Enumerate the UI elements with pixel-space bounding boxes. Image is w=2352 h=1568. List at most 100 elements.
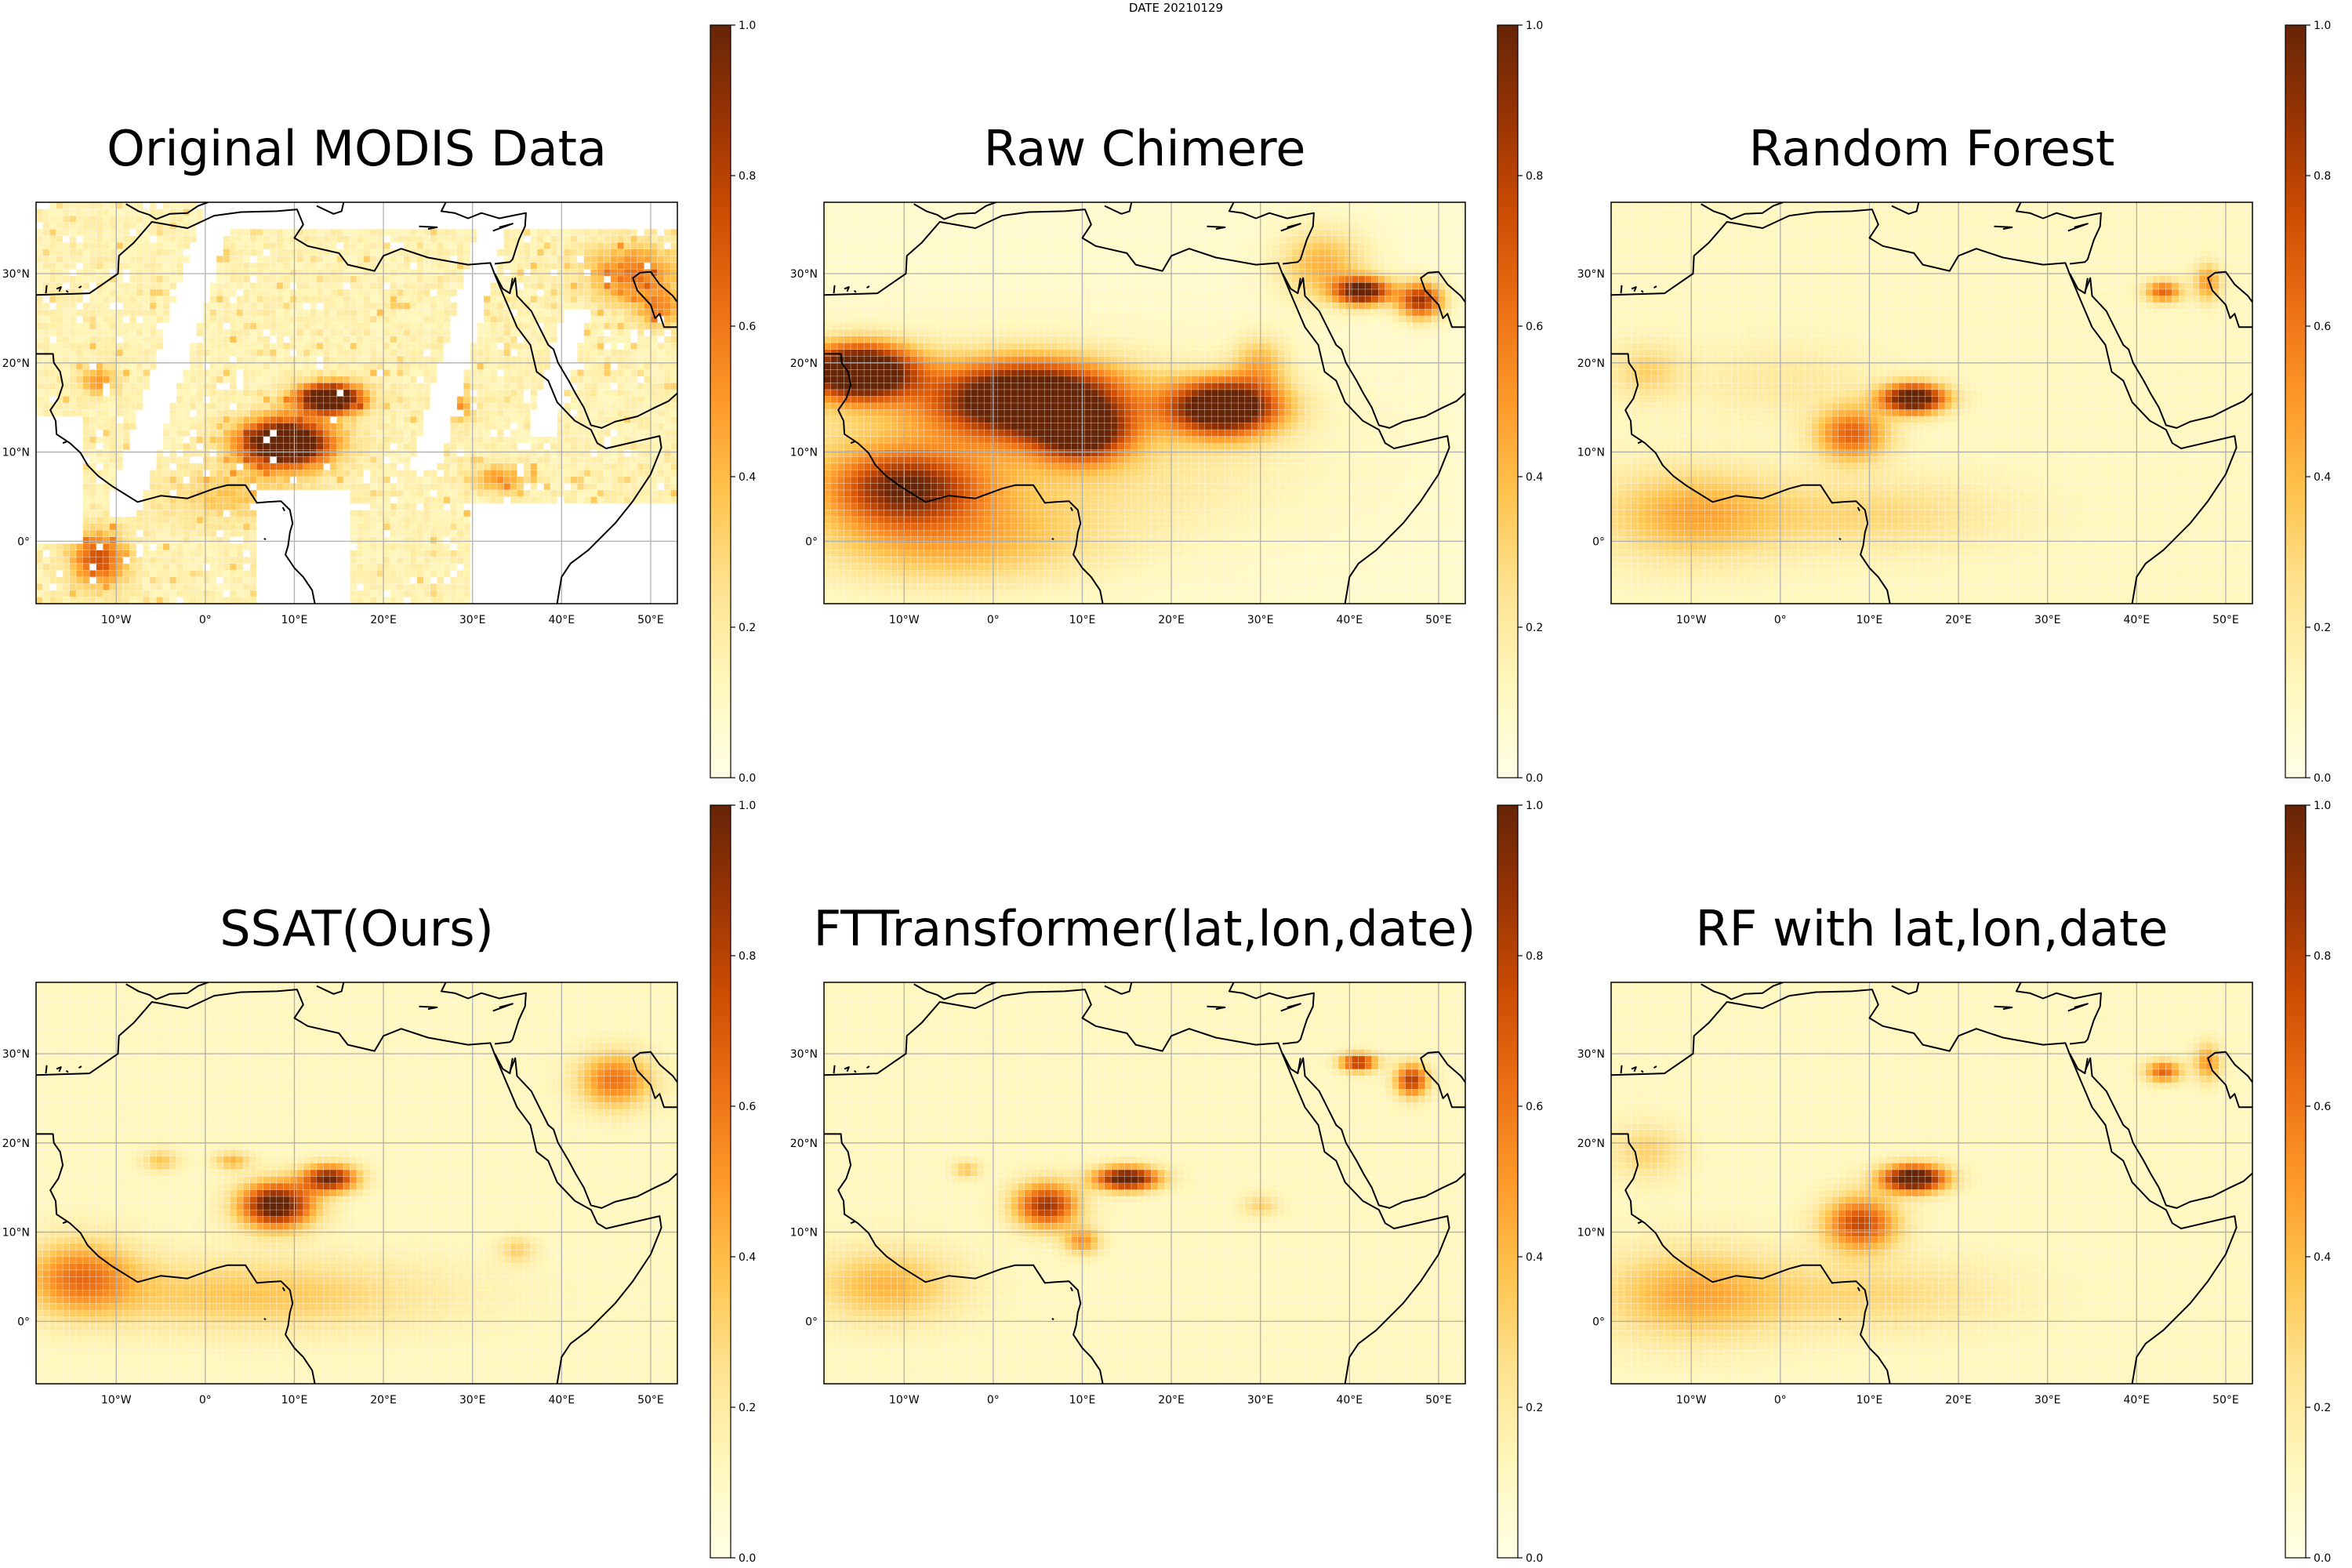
x-tick-label: 30°E bbox=[2034, 614, 2061, 626]
y-tick-label: 0° bbox=[1592, 535, 1605, 548]
panel-title: SSAT(Ours) bbox=[4, 902, 710, 956]
colorbar-tick-label: 0.8 bbox=[2314, 950, 2331, 963]
y-tick-label: 0° bbox=[805, 535, 818, 548]
x-tick-label: 30°E bbox=[459, 614, 486, 626]
coastlines bbox=[1611, 202, 2252, 604]
y-tick-label: 10°N bbox=[1577, 1227, 1605, 1240]
x-tick-label: 40°E bbox=[548, 1394, 575, 1406]
x-tick-label: 30°E bbox=[1247, 1394, 1274, 1406]
colorbar-tick-label: 1.0 bbox=[739, 800, 756, 812]
map-ftt: 10°W 0° 10°E 20°E 30°E 40°E 50°E 0° 10°N 20°N 30°N bbox=[790, 982, 1466, 1406]
x-tick-label: 50°E bbox=[2212, 1394, 2239, 1406]
graticule bbox=[1611, 982, 2252, 1384]
graticule bbox=[36, 202, 677, 604]
panel-title: Random Forest bbox=[1579, 122, 2285, 176]
colorbar-tick-label: 0.4 bbox=[2314, 471, 2331, 484]
colorbar-gradient bbox=[710, 24, 731, 779]
x-tick-label: 40°E bbox=[1336, 614, 1363, 626]
graticule bbox=[36, 982, 677, 1384]
colorbar-gradient bbox=[1497, 24, 1519, 779]
colorbar-tick-label: 1.0 bbox=[739, 20, 756, 32]
x-tick-label: 10°W bbox=[1676, 614, 1707, 626]
colorbar: 0.0 0.2 0.4 0.6 0.8 1.0 bbox=[710, 800, 756, 1565]
colorbar: 0.0 0.2 0.4 0.6 0.8 1.0 bbox=[1497, 20, 1543, 785]
x-tick-label: 20°E bbox=[1945, 1394, 1972, 1406]
y-tick-label: 30°N bbox=[2, 1048, 30, 1061]
colorbar-tick-label: 0.0 bbox=[2314, 772, 2331, 785]
colorbar-tick-label: 1.0 bbox=[2314, 20, 2331, 32]
x-tick-label: 0° bbox=[1774, 1394, 1787, 1406]
map-rf: 10°W 0° 10°E 20°E 30°E 40°E 50°E 0° 10°N 20°N 30°N bbox=[1577, 201, 2253, 626]
colorbar-tick-label: 0.0 bbox=[1526, 772, 1543, 785]
colorbar-gradient bbox=[1497, 804, 1519, 1559]
y-tick-label: 20°N bbox=[2, 1138, 30, 1150]
x-tick-label: 0° bbox=[987, 614, 1000, 626]
y-tick-label: 10°N bbox=[1577, 447, 1605, 459]
x-tick-label: 10°E bbox=[281, 614, 308, 626]
x-tick-label: 10°E bbox=[1857, 614, 1883, 626]
coastlines bbox=[824, 202, 1465, 604]
colorbar-tick-label: 0.4 bbox=[739, 1251, 756, 1264]
x-tick-label: 10°W bbox=[101, 614, 132, 626]
colorbar-tick-label: 0.4 bbox=[1526, 471, 1543, 484]
colorbar-gradient bbox=[2285, 24, 2307, 779]
y-tick-label: 0° bbox=[17, 535, 30, 548]
y-tick-label: 0° bbox=[17, 1316, 30, 1328]
y-tick-label: 10°N bbox=[790, 447, 818, 459]
x-tick-label: 20°E bbox=[1945, 614, 1972, 626]
x-tick-label: 10°E bbox=[1857, 1394, 1883, 1406]
x-tick-label: 0° bbox=[1774, 614, 1787, 626]
y-tick-label: 20°N bbox=[1577, 358, 1605, 370]
x-tick-label: 0° bbox=[987, 1394, 1000, 1406]
colorbar-tick-label: 0.6 bbox=[1526, 321, 1543, 333]
y-tick-label: 30°N bbox=[790, 1048, 818, 1061]
y-tick-label: 30°N bbox=[1577, 1048, 1605, 1061]
coastlines bbox=[1611, 982, 2252, 1384]
x-tick-label: 10°W bbox=[1676, 1394, 1707, 1406]
colorbar-tick-label: 0.8 bbox=[739, 950, 756, 963]
y-tick-label: 30°N bbox=[2, 268, 30, 281]
x-tick-label: 40°E bbox=[2123, 1394, 2150, 1406]
colorbar-tick-label: 0.4 bbox=[2314, 1251, 2331, 1264]
colorbar-tick-label: 0.4 bbox=[1526, 1251, 1543, 1264]
coastlines bbox=[36, 982, 677, 1384]
colorbar-tick-label: 1.0 bbox=[1526, 20, 1543, 32]
colorbar-gradient bbox=[2285, 804, 2307, 1559]
colorbar-tick-label: 0.6 bbox=[2314, 321, 2331, 333]
x-tick-label: 10°E bbox=[281, 1394, 308, 1406]
x-tick-label: 10°E bbox=[1069, 1394, 1096, 1406]
colorbar-tick-label: 0.8 bbox=[1526, 170, 1543, 183]
y-tick-label: 10°N bbox=[2, 447, 30, 459]
x-tick-label: 10°W bbox=[889, 1394, 920, 1406]
x-tick-label: 10°E bbox=[1069, 614, 1096, 626]
y-tick-label: 20°N bbox=[790, 1138, 818, 1150]
y-tick-label: 20°N bbox=[790, 358, 818, 370]
y-tick-label: 0° bbox=[1592, 1316, 1605, 1328]
colorbar-tick-label: 0.6 bbox=[739, 321, 756, 333]
y-tick-label: 30°N bbox=[790, 268, 818, 281]
x-tick-label: 30°E bbox=[2034, 1394, 2061, 1406]
colorbar-tick-label: 0.0 bbox=[1526, 1552, 1543, 1565]
colorbar-tick-label: 0.6 bbox=[1526, 1101, 1543, 1113]
colorbar-tick-label: 0.8 bbox=[739, 170, 756, 183]
y-tick-label: 0° bbox=[805, 1316, 818, 1328]
colorbar: 0.0 0.2 0.4 0.6 0.8 1.0 bbox=[2285, 20, 2331, 785]
map-ssat: 10°W 0° 10°E 20°E 30°E 40°E 50°E 0° 10°N 20°N 30°N bbox=[2, 982, 678, 1406]
x-tick-label: 50°E bbox=[637, 1394, 664, 1406]
y-tick-label: 30°N bbox=[1577, 268, 1605, 281]
colorbar-tick-label: 0.8 bbox=[1526, 950, 1543, 963]
x-tick-label: 40°E bbox=[1336, 1394, 1363, 1406]
x-tick-label: 0° bbox=[199, 1394, 212, 1406]
map-frame bbox=[823, 201, 1466, 604]
map-frame bbox=[35, 201, 678, 604]
colorbar-tick-label: 1.0 bbox=[2314, 800, 2331, 812]
map-frame bbox=[823, 982, 1466, 1385]
graticule bbox=[824, 982, 1465, 1384]
x-tick-label: 30°E bbox=[1247, 614, 1274, 626]
y-tick-label: 20°N bbox=[1577, 1138, 1605, 1150]
colorbar-tick-label: 0.2 bbox=[739, 622, 756, 634]
colorbar-tick-label: 0.6 bbox=[2314, 1101, 2331, 1113]
y-tick-label: 10°N bbox=[2, 1227, 30, 1240]
panel-title: Raw Chimere bbox=[792, 122, 1497, 176]
